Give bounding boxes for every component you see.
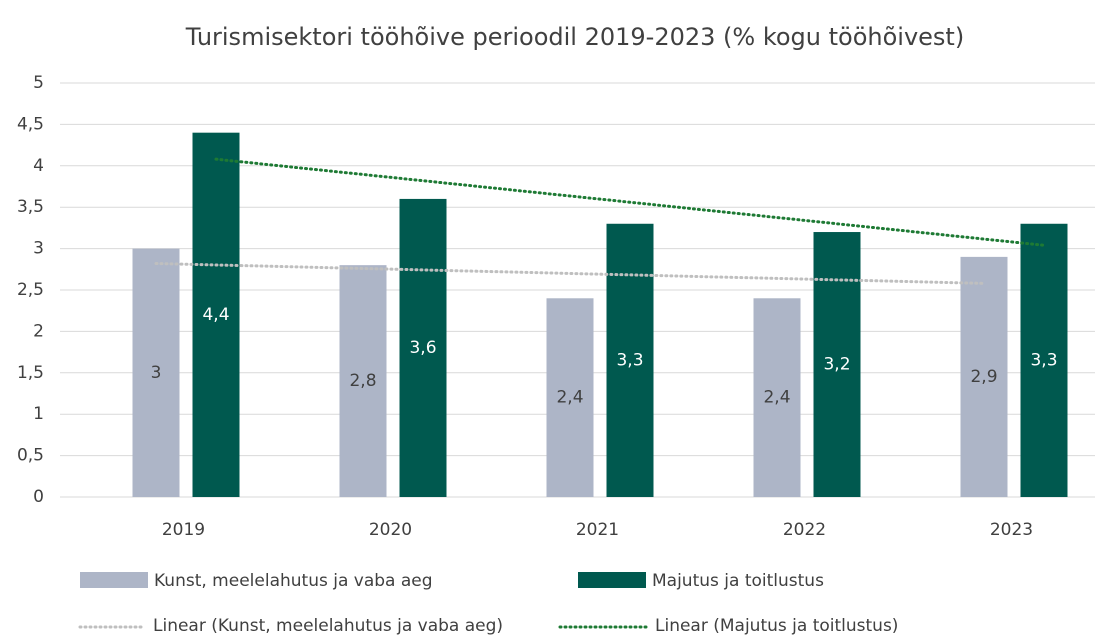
y-tick-label: 1,5: [17, 363, 44, 383]
x-tick-label: 2022: [783, 520, 826, 540]
legend-label: Majutus ja toitlustus: [652, 571, 824, 591]
value-label: 2,4: [763, 388, 790, 408]
y-tick-label: 4,5: [17, 114, 44, 134]
legend-label: Linear (Kunst, meelelahutus ja vaba aeg): [153, 616, 503, 636]
legend-label: Linear (Majutus ja toitlustus): [655, 616, 898, 636]
y-tick-label: 4: [33, 156, 44, 176]
x-tick-label: 2021: [576, 520, 619, 540]
value-label: 4,4: [202, 305, 229, 325]
y-tick-label: 1: [33, 404, 44, 424]
bar: [606, 223, 654, 497]
y-tick-label: 3: [33, 239, 44, 259]
y-tick-label: 5: [33, 73, 44, 93]
bar: [132, 248, 180, 497]
value-label: 2,8: [349, 371, 376, 391]
value-label: 3,2: [823, 355, 850, 375]
x-tick-label: 2019: [162, 520, 205, 540]
trendline: [154, 262, 986, 285]
value-label: 3,3: [1030, 350, 1057, 370]
bar: [399, 198, 447, 498]
bar: [813, 232, 861, 498]
y-tick-label: 3,5: [17, 197, 44, 217]
chart-title: Turismisektori tööhõive perioodil 2019-2…: [185, 23, 964, 51]
y-tick-label: 0,5: [17, 446, 44, 466]
bar: [192, 132, 240, 497]
legend-label: Kunst, meelelahutus ja vaba aeg: [154, 571, 433, 591]
bar: [960, 256, 1008, 497]
value-label: 3: [151, 363, 162, 383]
y-tick-label: 2: [33, 321, 44, 341]
value-label: 3,3: [616, 350, 643, 370]
bar: [1020, 223, 1068, 497]
legend-swatch: [80, 572, 148, 588]
bar: [546, 298, 594, 497]
value-label: 2,4: [556, 388, 583, 408]
x-tick-label: 2020: [369, 520, 412, 540]
y-tick-label: 2,5: [17, 280, 44, 300]
trendline: [214, 157, 1046, 247]
value-label: 3,6: [409, 338, 436, 358]
bar: [339, 265, 387, 497]
value-label: 2,9: [970, 367, 997, 387]
bar: [753, 298, 801, 497]
y-tick-label: 0: [33, 487, 44, 507]
legend-swatch: [578, 572, 646, 588]
x-tick-label: 2023: [990, 520, 1033, 540]
